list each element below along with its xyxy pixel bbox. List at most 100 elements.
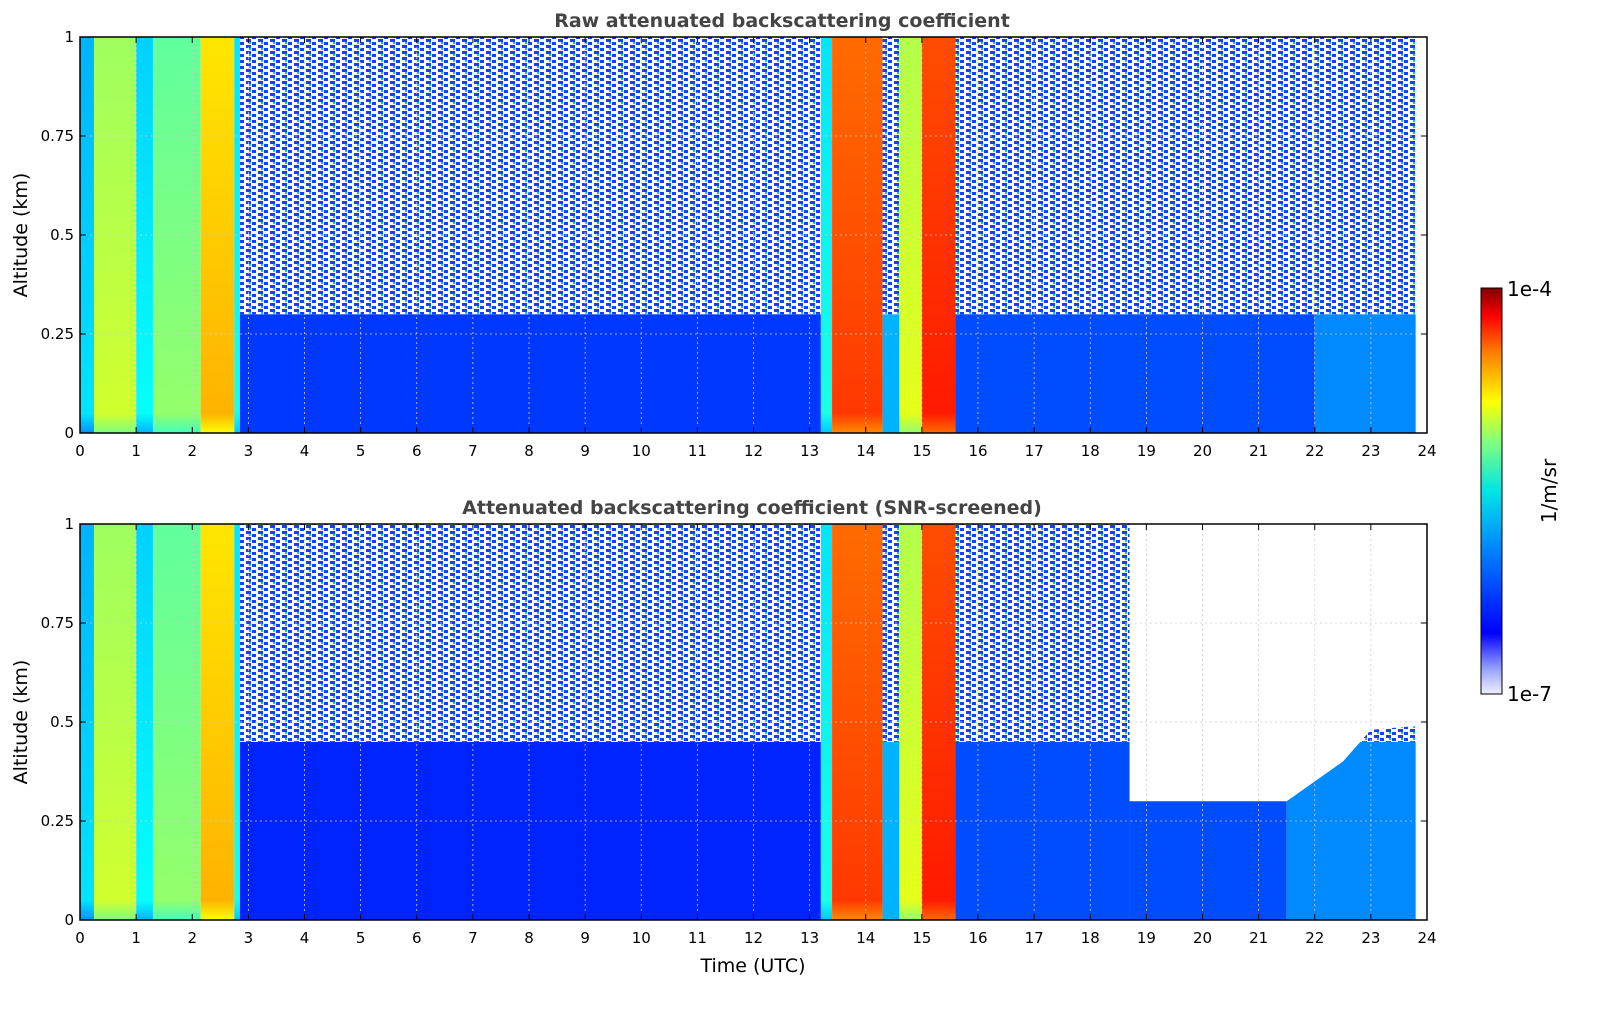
x-tick-label: 24 <box>1417 442 1436 460</box>
bottom-panel: Attenuated backscattering coefficient (S… <box>10 497 1437 977</box>
x-tick-label: 14 <box>856 929 875 947</box>
y-tick-label: 1 <box>64 515 74 533</box>
y-tick-label: 1 <box>64 28 74 46</box>
top-y-ticks: 0 0.25 0.5 0.75 1 <box>41 28 1427 442</box>
colorbar-max-label: 1e-4 <box>1507 277 1552 301</box>
x-tick-label: 21 <box>1249 929 1268 947</box>
heatmap-noise <box>239 524 821 742</box>
heatmap-band <box>239 741 821 920</box>
colorbar-min-label: 1e-7 <box>1507 682 1552 706</box>
bottom-grid <box>80 524 1427 920</box>
y-tick-label: 0.5 <box>50 226 74 244</box>
top-grid <box>80 37 1427 433</box>
heatmap-band <box>921 37 956 433</box>
heatmap-noise <box>955 37 1259 315</box>
heatmap-band <box>882 314 900 433</box>
heatmap-noise <box>239 37 821 315</box>
x-tick-label: 10 <box>632 929 651 947</box>
x-tick-label: 22 <box>1305 442 1324 460</box>
top-panel: Raw attenuated backscattering coefficien… <box>10 10 1437 460</box>
x-tick-label: 5 <box>356 442 366 460</box>
screened-empty-region <box>1129 524 1416 802</box>
x-tick-label: 8 <box>524 442 534 460</box>
x-tick-label: 12 <box>744 442 763 460</box>
x-tick-label: 24 <box>1417 929 1436 947</box>
colorbar-gradient <box>1480 287 1503 695</box>
x-tick-label: 10 <box>632 442 651 460</box>
top-panel-title: Raw attenuated backscattering coefficien… <box>554 10 1010 32</box>
heatmap-band <box>1314 314 1416 433</box>
x-tick-label: 3 <box>244 442 254 460</box>
x-tick-label: 4 <box>300 442 310 460</box>
x-tick-label: 9 <box>580 929 590 947</box>
x-tick-label: 18 <box>1081 442 1100 460</box>
x-tick-label: 13 <box>800 442 819 460</box>
x-tick-label: 0 <box>75 442 85 460</box>
x-tick-label: 11 <box>688 929 707 947</box>
y-tick-label: 0.5 <box>50 713 74 731</box>
y-tick-label: 0 <box>64 424 74 442</box>
x-tick-label: 2 <box>187 929 197 947</box>
heatmap-band <box>234 524 240 920</box>
top-x-ticks: 0 1 2 3 4 5 6 7 8 9 10 11 12 13 14 15 16 17 18 19 20 21 22 23 24 <box>75 37 1437 460</box>
heatmap-noise <box>955 524 1130 742</box>
colorbar-units-label: 1/m/sr <box>1537 458 1561 523</box>
heatmap-band <box>239 314 821 433</box>
x-tick-label: 4 <box>300 929 310 947</box>
x-tick-label: 15 <box>912 929 931 947</box>
x-tick-label: 23 <box>1361 929 1380 947</box>
x-tick-label: 6 <box>412 929 422 947</box>
heatmap-band <box>955 314 1259 433</box>
y-tick-label: 0.75 <box>41 614 74 632</box>
x-tick-label: 7 <box>468 442 478 460</box>
x-tick-label: 19 <box>1137 929 1156 947</box>
x-tick-label: 16 <box>968 442 987 460</box>
x-tick-label: 21 <box>1249 442 1268 460</box>
heatmap-noise <box>882 524 900 742</box>
heatmap-band <box>882 741 900 920</box>
y-tick-label: 0.75 <box>41 127 74 145</box>
x-tick-label: 14 <box>856 442 875 460</box>
heatmap-noise <box>1314 37 1416 315</box>
heatmap-noise <box>882 37 900 315</box>
x-tick-label: 20 <box>1193 442 1212 460</box>
bottom-x-ticks: 0 1 2 3 4 5 6 7 8 9 10 11 12 13 14 15 16 17 18 19 20 21 22 23 24 <box>75 524 1437 947</box>
x-tick-label: 23 <box>1361 442 1380 460</box>
heatmap-band <box>1258 314 1315 433</box>
x-tick-label: 16 <box>968 929 987 947</box>
x-tick-label: 22 <box>1305 929 1324 947</box>
x-tick-label: 9 <box>580 442 590 460</box>
y-tick-label: 0 <box>64 911 74 929</box>
top-y-axis-label: Altitude (km) <box>10 173 32 298</box>
x-tick-label: 1 <box>131 442 141 460</box>
bottom-y-axis-label: Altitude (km) <box>10 660 32 785</box>
y-tick-label: 0.25 <box>41 325 74 343</box>
heatmap-noise <box>1258 37 1315 315</box>
x-tick-label: 6 <box>412 442 422 460</box>
x-tick-label: 17 <box>1025 929 1044 947</box>
x-tick-label: 17 <box>1025 442 1044 460</box>
heatmap-band <box>955 741 1130 920</box>
x-tick-label: 18 <box>1081 929 1100 947</box>
x-tick-label: 0 <box>75 929 85 947</box>
x-tick-label: 2 <box>187 442 197 460</box>
x-tick-label: 11 <box>688 442 707 460</box>
x-tick-label: 12 <box>744 929 763 947</box>
heatmap-band <box>921 524 956 920</box>
x-tick-label: 7 <box>468 929 478 947</box>
colorbar: 1e-4 1e-7 1/m/sr <box>1480 277 1561 706</box>
x-tick-label: 15 <box>912 442 931 460</box>
x-tick-label: 8 <box>524 929 534 947</box>
bottom-y-ticks: 0 0.25 0.5 0.75 1 <box>41 515 1427 929</box>
bottom-x-axis-label: Time (UTC) <box>699 955 805 977</box>
y-tick-label: 0.25 <box>41 812 74 830</box>
bottom-panel-title: Attenuated backscattering coefficient (S… <box>462 497 1042 519</box>
x-tick-label: 13 <box>800 929 819 947</box>
heatmap-band <box>234 37 240 433</box>
x-tick-label: 19 <box>1137 442 1156 460</box>
x-tick-label: 3 <box>244 929 254 947</box>
x-tick-label: 1 <box>131 929 141 947</box>
x-tick-label: 5 <box>356 929 366 947</box>
x-tick-label: 20 <box>1193 929 1212 947</box>
